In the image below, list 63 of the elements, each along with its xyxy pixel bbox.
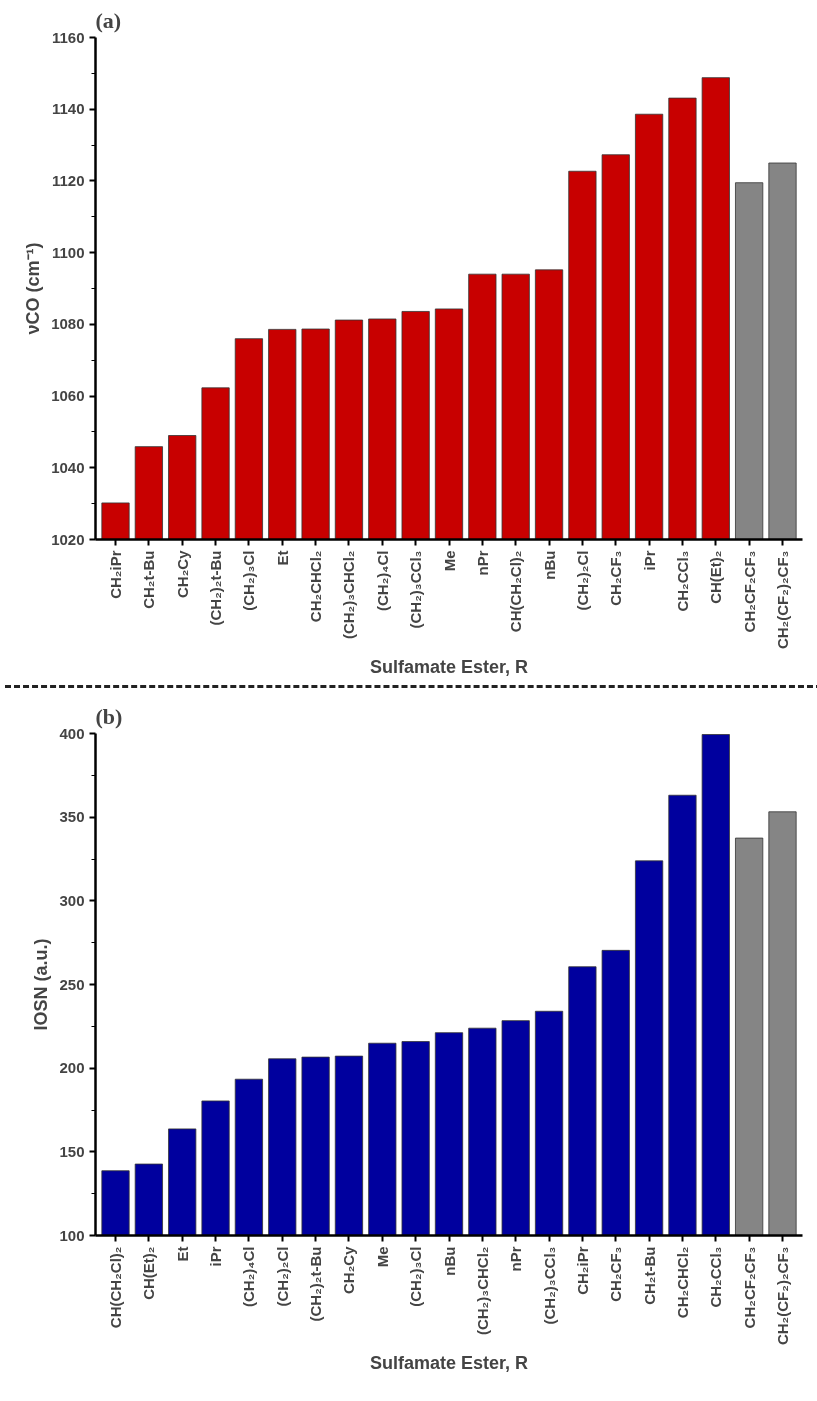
chart-title: (b) — [95, 703, 123, 729]
x-tick-label: (CH₂)₃Cl — [407, 1246, 425, 1307]
y-axis-title: IOSN (a.u.) — [31, 938, 52, 1031]
x-tick-label: CH₂CHCl₂ — [307, 550, 325, 623]
y-tick-label: 150 — [59, 1142, 85, 1160]
x-tick-label: (CH₂)₂Cl — [573, 550, 591, 611]
y-tick-label: 1160 — [51, 28, 85, 46]
x-tick-label: CH₂CF₃ — [607, 1246, 625, 1302]
y-tick-label: 1040 — [51, 458, 85, 476]
x-tick-label: nBu — [440, 1246, 458, 1276]
x-tick-label: Me — [440, 550, 458, 572]
x-tick-label: CH(CH₂Cl)₂ — [507, 550, 525, 633]
x-tick-label: (CH₂)₃CCl₃ — [407, 550, 425, 629]
x-tick-label: nBu — [540, 550, 558, 580]
y-tick-label: 400 — [59, 724, 85, 742]
y-tick-label: 300 — [59, 891, 85, 909]
x-tick-label: CH(Et)₂ — [707, 550, 725, 604]
x-tick-label: CH₂CF₂CF₃ — [740, 550, 758, 633]
x-tick-label: (CH₂)₄Cl — [373, 550, 391, 611]
x-tick-label: CH(Et)₂ — [140, 1246, 158, 1300]
x-tick-label: CH(CH₂Cl)₂ — [107, 1246, 125, 1329]
y-tick-label: 250 — [59, 975, 85, 993]
y-tick-label: 1100 — [51, 243, 85, 261]
x-axis-title: Sulfamate Ester, R — [369, 1353, 529, 1374]
y-tick-label: 100 — [59, 1226, 85, 1244]
x-tick-label: (CH₂)₂Cl — [273, 1246, 291, 1307]
x-tick-label: (CH₂)₃CHCl₂ — [340, 550, 358, 640]
x-tick-label: CH₂CHCl₂ — [673, 1246, 691, 1319]
x-tick-label: (CH₂)₃CCl₃ — [540, 1246, 558, 1325]
x-tick-label: CH₂CF₂CF₃ — [740, 1246, 758, 1329]
y-tick-label: 1080 — [51, 315, 85, 333]
x-tick-label: CH₂t-Bu — [140, 550, 158, 609]
x-tick-label: nPr — [507, 1246, 525, 1272]
x-tick-label: CH₂CF₃ — [607, 550, 625, 606]
x-tick-label: CH₂CCl₃ — [673, 550, 691, 612]
x-tick-label: CH₂(CF₂)₂CF₃ — [773, 1246, 791, 1346]
x-tick-label: CH₂iPr — [107, 550, 125, 599]
y-tick-label: 1120 — [51, 171, 85, 189]
x-tick-label: (CH₂)₂t-Bu — [207, 550, 225, 626]
x-tick-label: iPr — [207, 1246, 225, 1267]
x-tick-label: CH₂CCl₃ — [707, 1246, 725, 1308]
x-tick-label: Et — [273, 550, 291, 566]
x-tick-label: CH₂iPr — [573, 1246, 591, 1295]
x-tick-label: nPr — [473, 550, 491, 576]
chart-title: (a) — [95, 7, 122, 33]
x-tick-label: CH₂Cy — [173, 549, 191, 598]
y-axis-title: νCO (cm⁻¹) — [23, 242, 44, 335]
x-tick-label: CH₂Cy — [340, 1245, 358, 1294]
x-tick-label: (CH₂)₃Cl — [240, 550, 258, 611]
y-tick-label: 350 — [59, 808, 85, 826]
x-tick-label: Me — [373, 1246, 391, 1268]
x-tick-label: (CH₂)₃CHCl₂ — [473, 1246, 491, 1336]
y-tick-label: 1020 — [51, 530, 85, 548]
x-tick-label: (CH₂)₄Cl — [240, 1246, 258, 1307]
x-tick-label: Et — [173, 1246, 191, 1262]
x-tick-label: iPr — [640, 550, 658, 571]
x-tick-label: CH₂(CF₂)₂CF₃ — [773, 550, 791, 650]
y-tick-label: 1140 — [51, 100, 85, 118]
x-axis-title: Sulfamate Ester, R — [369, 657, 529, 678]
y-tick-label: 200 — [59, 1059, 85, 1077]
x-tick-label: (CH₂)₂t-Bu — [307, 1246, 325, 1322]
x-tick-label: CH₂t-Bu — [640, 1246, 658, 1305]
y-tick-label: 1060 — [51, 387, 85, 405]
